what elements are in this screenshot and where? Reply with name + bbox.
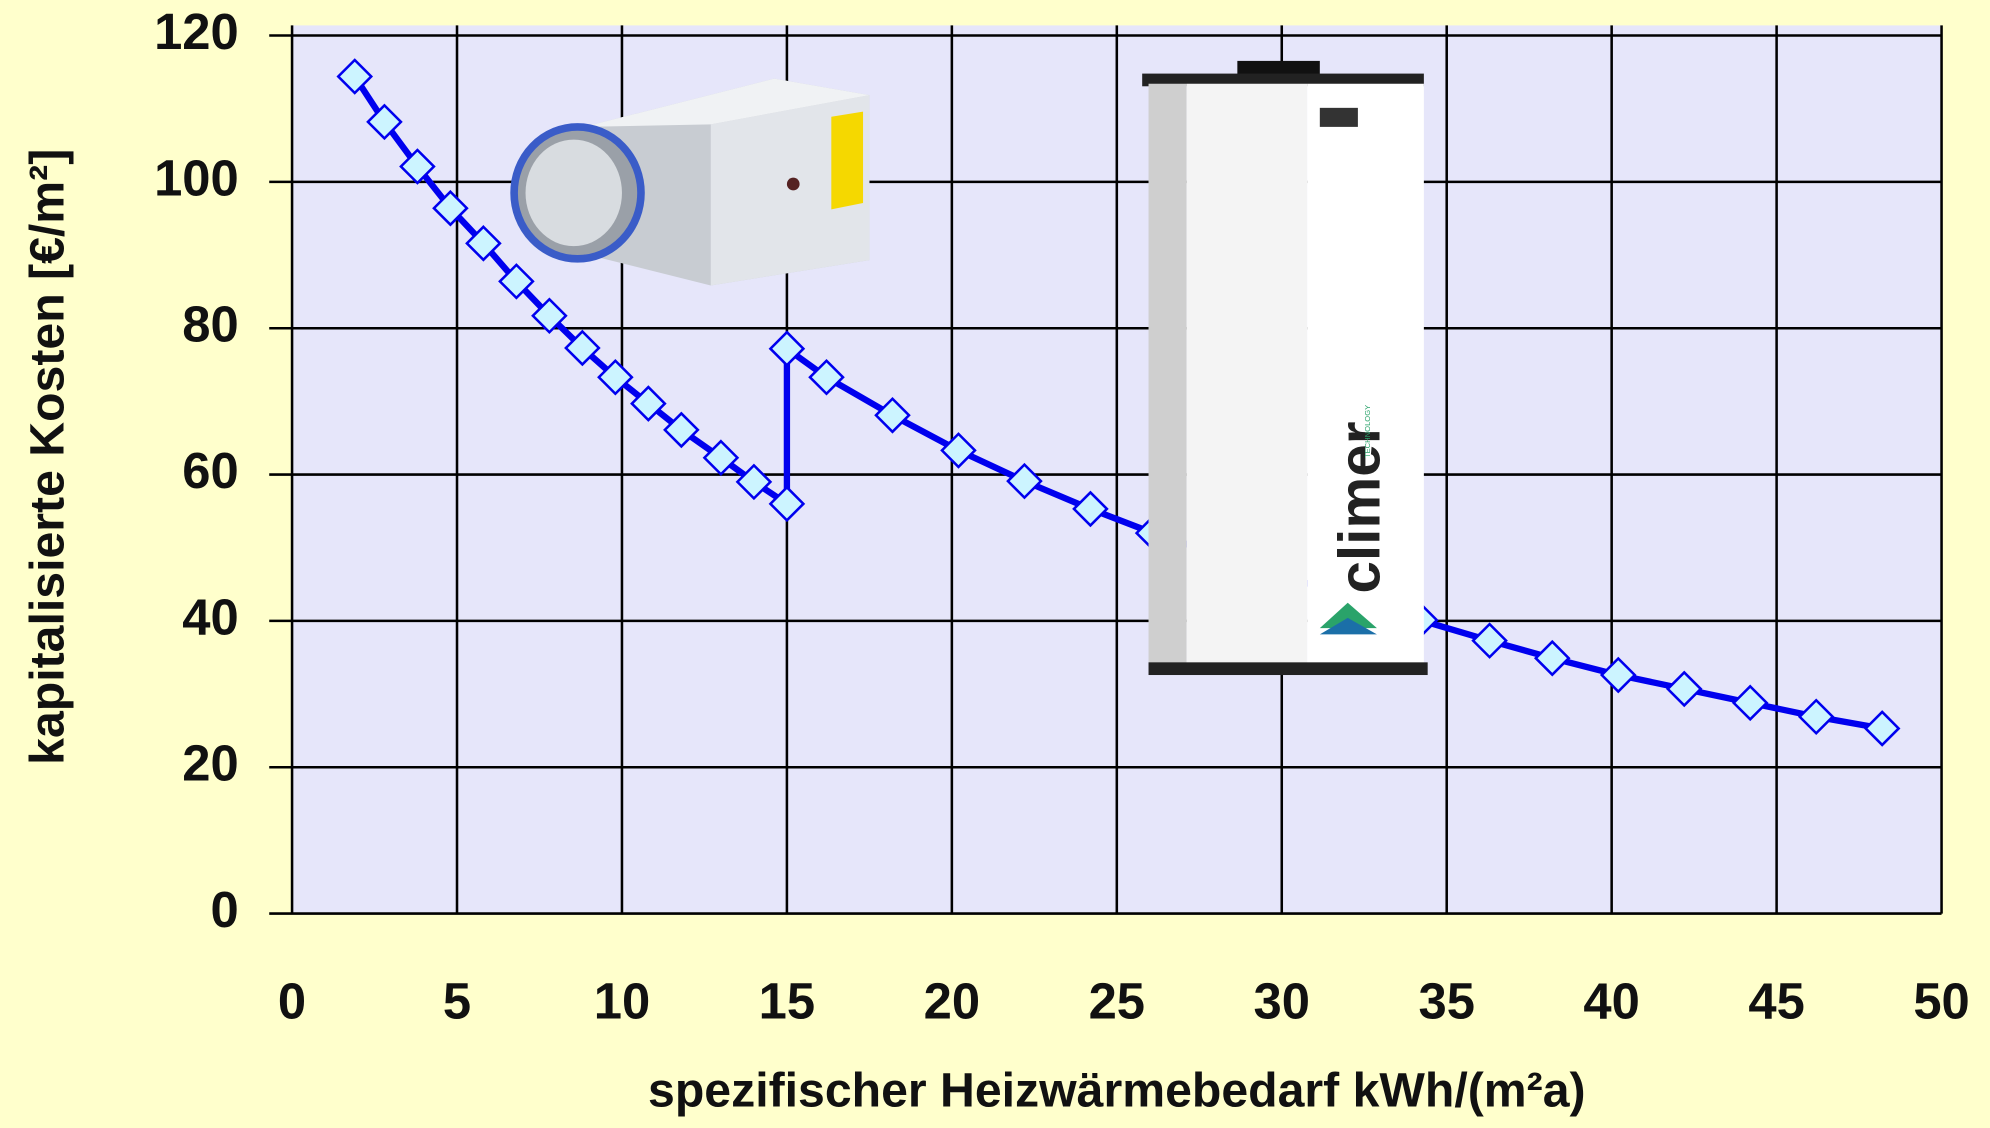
y-tick-label: 120 — [154, 3, 239, 60]
y-tick-label: 40 — [182, 588, 238, 645]
x-axis-label: spezifischer Heizwärmebedarf kWh/(m²a) — [648, 1063, 1586, 1117]
x-tick-label: 5 — [443, 972, 471, 1029]
chart: climer TECHNOLOGY spezifischer Heizwärme… — [0, 0, 1990, 1128]
x-tick-label: 10 — [594, 972, 650, 1029]
y-axis-label: kapitalisierte Kosten [€/m²] — [21, 149, 75, 765]
x-tick-label: 35 — [1418, 972, 1474, 1029]
x-tick-label: 50 — [1913, 972, 1969, 1029]
x-tick-label: 25 — [1089, 972, 1145, 1029]
y-tick-label: 0 — [211, 881, 239, 938]
brand-label: climer — [1328, 422, 1393, 594]
brand-sublabel: TECHNOLOGY — [1363, 405, 1372, 458]
y-tick-label: 100 — [154, 149, 239, 206]
x-tick-label: 45 — [1748, 972, 1804, 1029]
x-tick-label: 20 — [924, 972, 980, 1029]
x-tick-label: 15 — [759, 972, 815, 1029]
y-tick-label: 20 — [182, 735, 238, 792]
heat-pump-image: climer TECHNOLOGY — [1142, 61, 1427, 675]
x-tick-label: 0 — [278, 972, 306, 1029]
y-tick-label: 60 — [182, 442, 238, 499]
page: {"chart_data": {"type": "line", "x_label… — [0, 0, 1990, 1128]
y-tick-label: 80 — [182, 296, 238, 353]
x-tick-label: 40 — [1583, 972, 1639, 1029]
x-tick-label: 30 — [1254, 972, 1310, 1029]
